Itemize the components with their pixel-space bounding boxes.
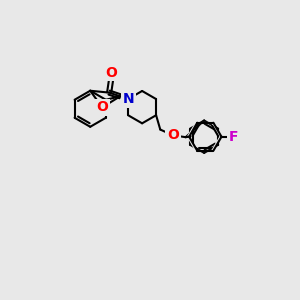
Text: F: F — [229, 130, 238, 144]
Text: O: O — [167, 128, 179, 142]
Text: O: O — [96, 100, 108, 114]
Text: N: N — [122, 92, 134, 106]
Text: O: O — [106, 66, 117, 80]
